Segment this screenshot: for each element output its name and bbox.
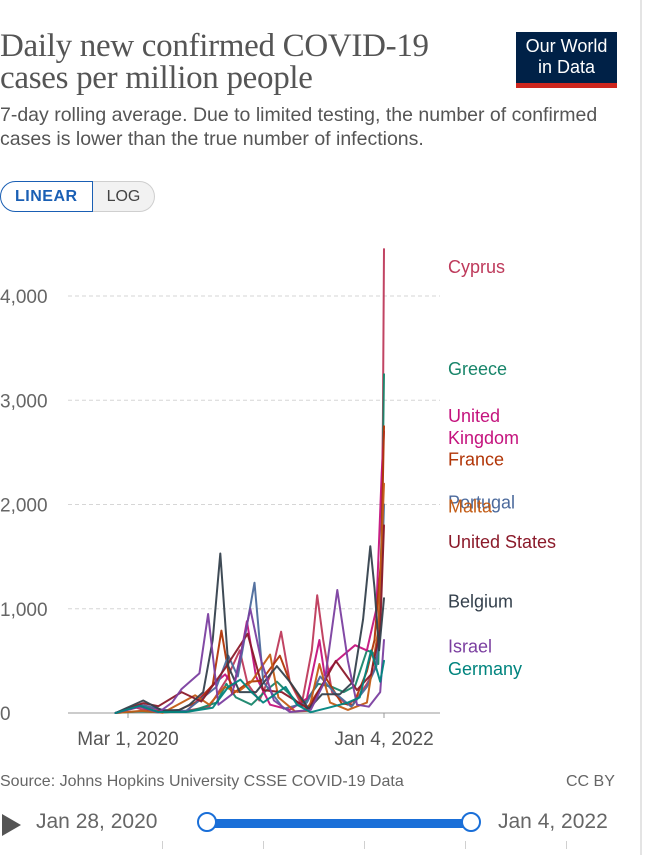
chart-subtitle: 7-day rolling average. Due to limited te… [0,104,598,150]
series-line-united-states [114,524,385,714]
timeline-end-handle[interactable] [461,812,481,832]
timeline-start-label: Jan 28, 2020 [36,810,158,833]
y-tick-label: 3,000 [0,391,48,412]
series-label: Israel [448,636,492,656]
source-note[interactable]: Source: Johns Hopkins University CSSE CO… [0,773,404,790]
logo-line-1: Our World [525,36,608,56]
timeline-end-label: Jan 4, 2022 [498,810,608,833]
x-tick-label: Mar 1, 2020 [77,729,178,750]
timeline-ticks [0,841,661,849]
x-tick-label: Jan 4, 2022 [334,729,433,750]
series-label: Germany [448,659,522,679]
license-link[interactable]: CC BY [566,773,615,790]
series-line-malta [114,482,385,714]
y-tick-label: 1,000 [0,600,48,621]
series-line-france [114,425,385,714]
timeline-start-handle[interactable] [197,812,217,832]
series-label: United States [448,532,556,552]
series-line-germany [114,649,385,714]
series-label: Malta [448,497,493,517]
series-line-israel [114,589,385,714]
timeline-tick [465,841,466,849]
card-border [640,0,642,855]
scale-toggle: LINEAR LOG [0,181,156,212]
log-scale-button[interactable]: LOG [92,181,156,212]
linear-scale-button[interactable]: LINEAR [0,181,93,212]
play-icon[interactable] [2,814,21,836]
chart-title: Daily new confirmed COVID-19 cases per m… [0,28,429,96]
series-label: Belgium [448,591,513,611]
series-line-greece [114,373,385,714]
owid-logo[interactable]: Our World in Data [516,32,617,88]
series-label: United [448,406,500,426]
logo-accent-bar [516,83,617,88]
y-tick-label: 0 [0,704,11,725]
timeline-tick [263,841,264,849]
series-label: France [448,450,504,470]
y-tick-label: 2,000 [0,496,48,517]
timeline-tick [162,841,163,849]
series-label: Cyprus [448,257,505,277]
y-tick-label: 4,000 [0,287,48,308]
logo-line-2: in Data [537,57,596,77]
series-label: Greece [448,359,507,379]
timeline-tick [364,841,365,849]
timeline-tick [566,841,567,849]
timeline-controls: Jan 28, 2020 Jan 4, 2022 [0,805,661,849]
series-label: Kingdom [448,428,519,448]
line-chart: 0 1,000 2,000 3,000 4,000 Mar 1, 2020 Jan 4, 2… [0,248,556,750]
series-label: Portugal [448,492,515,512]
timeline-track[interactable] [207,819,472,828]
